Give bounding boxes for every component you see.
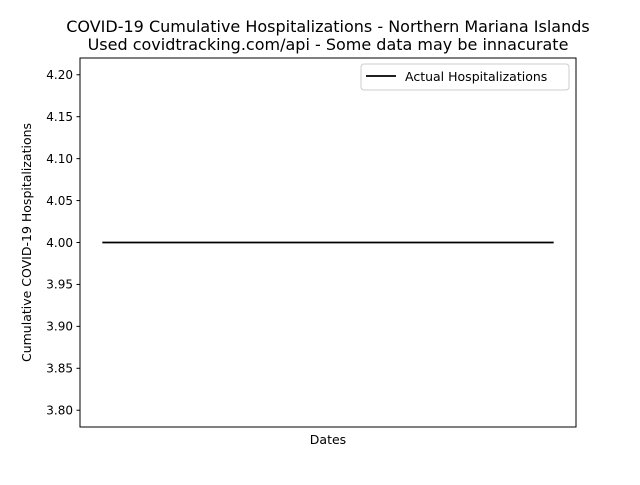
legend-label-actual-hospitalizations: Actual Hospitalizations bbox=[405, 69, 547, 84]
chart-subtitle: Used covidtracking.com/api - Some data m… bbox=[88, 35, 569, 54]
plot-frame bbox=[79, 57, 577, 428]
x-axis-label: Dates bbox=[310, 432, 346, 447]
y-axis-ticks: 3.80 3.85 3.90 3.95 4.00 4.05 4.10 4.15 4.20 bbox=[46, 68, 80, 418]
y-tick-label: 3.85 bbox=[46, 362, 73, 376]
y-tick-label: 4.20 bbox=[46, 68, 73, 82]
y-tick-label: 4.10 bbox=[46, 152, 73, 166]
y-tick-label: 3.95 bbox=[46, 278, 73, 292]
y-axis-label: Cumulative COVID-19 Hospitalizations bbox=[19, 123, 34, 362]
chart-title: COVID-19 Cumulative Hospitalizations - N… bbox=[66, 17, 589, 36]
y-tick-label: 3.90 bbox=[46, 320, 73, 334]
y-tick-label: 4.05 bbox=[46, 194, 73, 208]
y-tick-label: 4.00 bbox=[46, 236, 73, 250]
y-tick-label: 4.15 bbox=[46, 110, 73, 124]
legend: Actual Hospitalizations bbox=[360, 63, 570, 91]
legend-box bbox=[360, 63, 570, 91]
y-tick-label: 3.80 bbox=[46, 404, 73, 418]
